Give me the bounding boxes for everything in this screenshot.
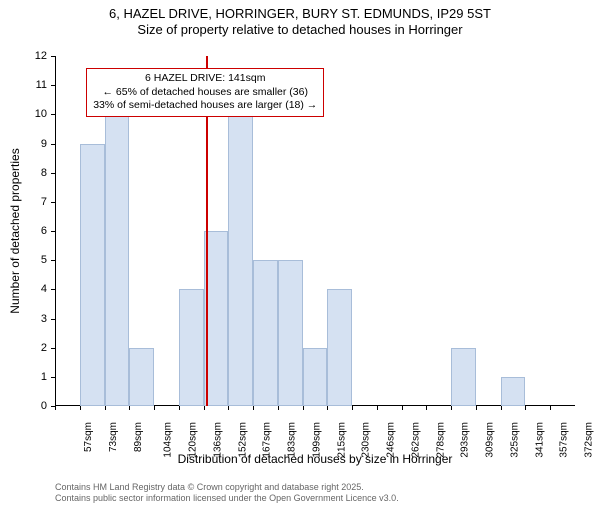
footer-line-1: Contains HM Land Registry data © Crown c… (55, 482, 399, 493)
x-tick-label: 89sqm (133, 422, 144, 452)
x-tick-mark (228, 406, 229, 410)
x-tick-mark (525, 406, 526, 410)
x-tick-mark (129, 406, 130, 410)
x-tick-label: 325sqm (510, 422, 521, 458)
y-tick-mark (51, 289, 55, 290)
x-tick-mark (451, 406, 452, 410)
y-tick-mark (51, 377, 55, 378)
x-tick-label: 341sqm (534, 422, 545, 458)
y-tick-label: 11 (36, 79, 47, 91)
y-tick-mark (51, 173, 55, 174)
plot-area: Number of detached properties Distributi… (55, 56, 575, 406)
histogram-bar (105, 114, 130, 406)
histogram-bar (253, 260, 278, 406)
x-tick-label: 183sqm (287, 422, 298, 458)
y-axis-line (55, 56, 56, 406)
x-tick-label: 167sqm (262, 422, 273, 458)
x-tick-mark (179, 406, 180, 410)
x-tick-mark (501, 406, 502, 410)
callout-line-1: 6 HAZEL DRIVE: 141sqm (93, 72, 317, 86)
histogram-bar (501, 377, 526, 406)
y-tick-label: 9 (41, 138, 47, 150)
histogram-bar (451, 348, 476, 406)
histogram-bar (303, 348, 328, 406)
x-tick-label: 199sqm (311, 422, 322, 458)
x-tick-label: 57sqm (83, 422, 94, 452)
x-tick-mark (278, 406, 279, 410)
x-tick-mark (55, 406, 56, 410)
x-tick-label: 309sqm (485, 422, 496, 458)
x-tick-mark (80, 406, 81, 410)
x-tick-label: 230sqm (361, 422, 372, 458)
x-tick-mark (154, 406, 155, 410)
y-tick-mark (51, 144, 55, 145)
x-tick-label: 215sqm (336, 422, 347, 458)
y-tick-mark (51, 56, 55, 57)
y-tick-mark (51, 348, 55, 349)
title-sub: Size of property relative to detached ho… (0, 22, 600, 37)
x-tick-mark (426, 406, 427, 410)
x-tick-mark (377, 406, 378, 410)
y-tick-mark (51, 319, 55, 320)
histogram-bar (80, 144, 105, 407)
x-tick-label: 104sqm (163, 422, 174, 458)
x-tick-mark (352, 406, 353, 410)
x-tick-label: 262sqm (410, 422, 421, 458)
y-tick-label: 3 (41, 313, 47, 325)
histogram-bar (278, 260, 303, 406)
y-tick-mark (51, 114, 55, 115)
x-tick-mark (402, 406, 403, 410)
y-tick-label: 0 (41, 400, 47, 412)
y-tick-label: 4 (41, 283, 47, 295)
y-tick-mark (51, 231, 55, 232)
x-tick-mark (253, 406, 254, 410)
y-axis-label: Number of detached properties (8, 148, 22, 313)
callout-box: 6 HAZEL DRIVE: 141sqm ← 65% of detached … (86, 68, 324, 117)
y-tick-label: 6 (41, 225, 47, 237)
x-tick-label: 152sqm (237, 422, 248, 458)
y-tick-label: 2 (41, 342, 47, 354)
x-tick-mark (105, 406, 106, 410)
x-tick-label: 73sqm (108, 422, 119, 452)
histogram-bar (129, 348, 154, 406)
x-tick-mark (204, 406, 205, 410)
x-tick-label: 372sqm (584, 422, 595, 458)
title-main: 6, HAZEL DRIVE, HORRINGER, BURY ST. EDMU… (0, 6, 600, 21)
x-tick-label: 246sqm (386, 422, 397, 458)
x-tick-mark (303, 406, 304, 410)
y-tick-label: 8 (41, 167, 47, 179)
y-tick-label: 5 (41, 254, 47, 266)
footer-line-2: Contains public sector information licen… (55, 493, 399, 504)
callout-line-3: 33% of semi-detached houses are larger (… (93, 99, 317, 113)
x-tick-label: 293sqm (460, 422, 471, 458)
x-tick-mark (327, 406, 328, 410)
histogram-bar (179, 289, 204, 406)
y-tick-label: 7 (41, 196, 47, 208)
histogram-bar (327, 289, 352, 406)
x-tick-label: 136sqm (212, 422, 223, 458)
x-tick-label: 278sqm (435, 422, 446, 458)
y-tick-mark (51, 260, 55, 261)
footer-attribution: Contains HM Land Registry data © Crown c… (55, 482, 399, 505)
chart-container: 6, HAZEL DRIVE, HORRINGER, BURY ST. EDMU… (0, 6, 600, 506)
x-tick-label: 120sqm (188, 422, 199, 458)
histogram-bar (228, 114, 253, 406)
y-tick-mark (51, 85, 55, 86)
y-tick-label: 1 (41, 371, 47, 383)
y-tick-label: 10 (35, 108, 47, 120)
x-tick-mark (476, 406, 477, 410)
y-tick-mark (51, 202, 55, 203)
x-tick-label: 357sqm (559, 422, 570, 458)
y-tick-label: 12 (35, 50, 47, 62)
callout-line-2: ← 65% of detached houses are smaller (36… (93, 86, 317, 100)
x-tick-mark (550, 406, 551, 410)
